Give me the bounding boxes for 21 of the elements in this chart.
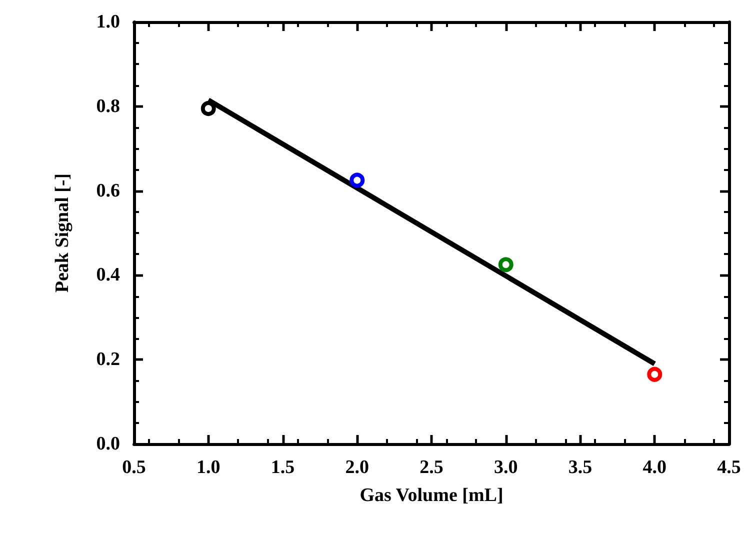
x-tick-label: 1.0 <box>196 457 220 478</box>
point <box>200 101 216 116</box>
x-axis-title: Gas Volume [mL] <box>360 485 504 506</box>
y-tick-label: 0.8 <box>96 96 120 117</box>
x-tick-label: 1.5 <box>270 457 295 478</box>
x-tick-label: 0.5 <box>122 457 146 478</box>
x-tick-label: 2.5 <box>420 457 444 478</box>
y-tick-label: 0.0 <box>96 434 120 454</box>
x-tick-label: 4.0 <box>642 457 666 478</box>
y-tick-label: 0.4 <box>96 264 120 286</box>
point <box>498 257 514 272</box>
point <box>647 366 662 382</box>
x-tick-label: 3.0 <box>494 457 518 478</box>
x-tick-label: 2.0 <box>345 457 369 478</box>
y-tick-label: 0.2 <box>96 349 120 370</box>
x-tick-label: 3.5 <box>568 457 592 478</box>
x-tick-label: 4.5 <box>717 457 741 478</box>
y-tick-label: 0.6 <box>96 180 120 202</box>
y-axis-title: Peak Signal [-] <box>52 173 73 293</box>
y-tick-label: 1.0 <box>96 12 120 32</box>
point <box>350 172 365 188</box>
